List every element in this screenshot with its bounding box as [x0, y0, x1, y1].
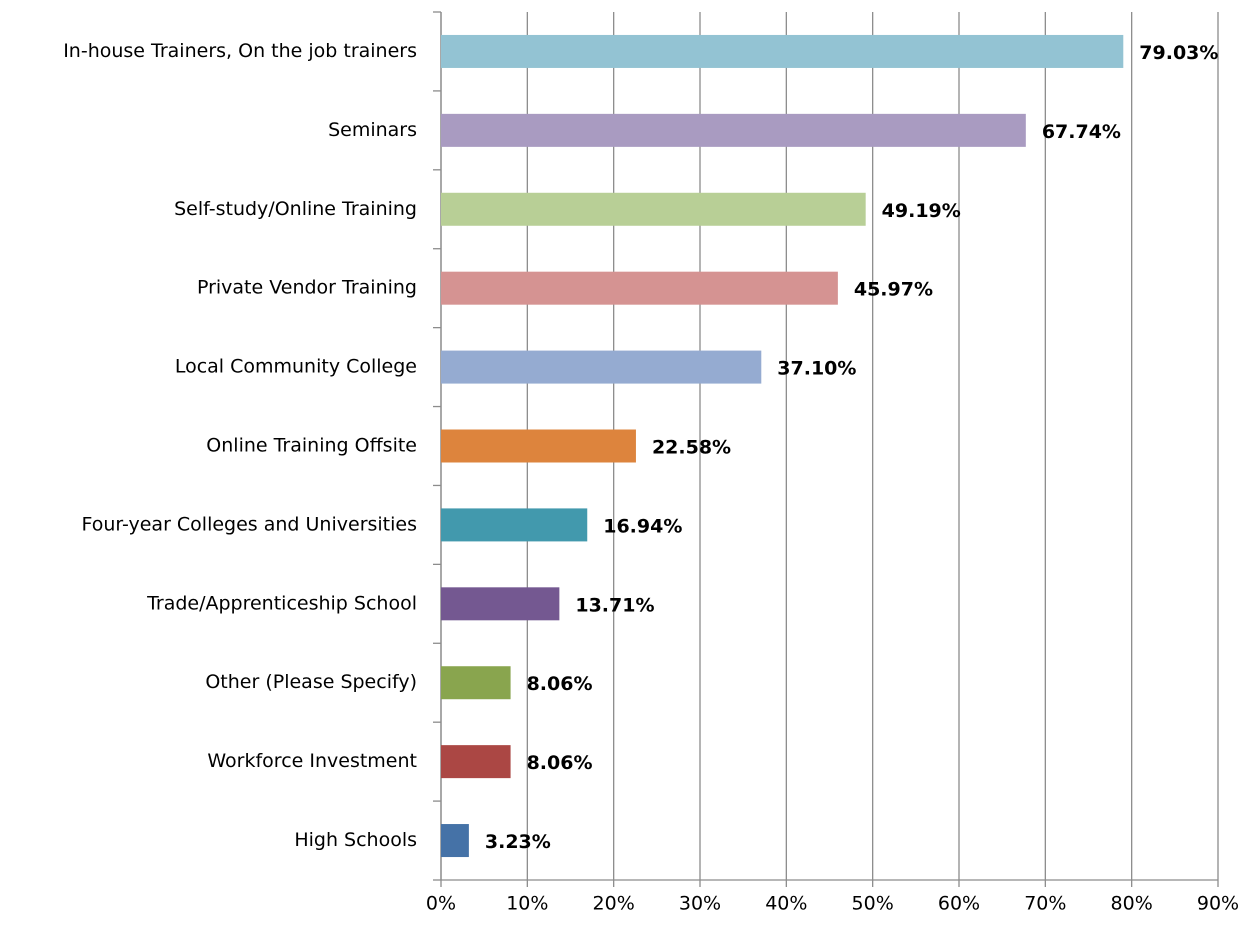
bar — [441, 587, 560, 621]
bar — [441, 271, 838, 305]
bar — [441, 34, 1124, 68]
x-tick-label: 70% — [1024, 893, 1066, 915]
bar — [441, 745, 511, 779]
value-label: 16.94% — [603, 515, 682, 537]
y-tick-label: Trade/Apprenticeship School — [146, 592, 417, 614]
bar — [441, 192, 866, 226]
x-tick-label: 0% — [426, 893, 456, 915]
bar — [441, 350, 762, 384]
value-label: 8.06% — [527, 673, 593, 695]
y-tick-label: Seminars — [328, 119, 417, 141]
value-label: 67.74% — [1042, 121, 1121, 143]
y-tick-label: Four-year Colleges and Universities — [81, 513, 417, 535]
y-tick-label: Other (Please Specify) — [205, 671, 417, 693]
x-tick-label: 80% — [1111, 893, 1153, 915]
x-tick-label: 20% — [593, 893, 635, 915]
y-tick-label: Self-study/Online Training — [174, 198, 417, 220]
y-tick-label: Local Community College — [175, 356, 417, 378]
value-label: 13.71% — [575, 594, 654, 616]
y-tick-label: Private Vendor Training — [197, 277, 417, 299]
value-label: 3.23% — [485, 831, 551, 853]
value-label: 79.03% — [1139, 42, 1218, 64]
x-tick-label: 50% — [852, 893, 894, 915]
bar — [441, 666, 511, 700]
y-tick-label: Online Training Offsite — [206, 435, 417, 457]
value-label: 22.58% — [652, 437, 731, 459]
bar — [441, 824, 469, 858]
x-tick-label: 30% — [679, 893, 721, 915]
x-tick-label: 60% — [938, 893, 980, 915]
value-label: 8.06% — [527, 752, 593, 774]
y-tick-label: In-house Trainers, On the job trainers — [63, 40, 417, 62]
x-tick-label: 90% — [1197, 893, 1239, 915]
bar — [441, 429, 636, 463]
bar — [441, 113, 1026, 147]
x-tick-label: 10% — [506, 893, 548, 915]
y-tick-label: Workforce Investment — [207, 750, 417, 772]
bar — [441, 508, 588, 542]
value-label: 45.97% — [854, 279, 933, 301]
y-tick-label: High Schools — [294, 829, 417, 851]
value-label: 49.19% — [882, 200, 961, 222]
x-tick-label: 40% — [765, 893, 807, 915]
value-label: 37.10% — [777, 358, 856, 380]
